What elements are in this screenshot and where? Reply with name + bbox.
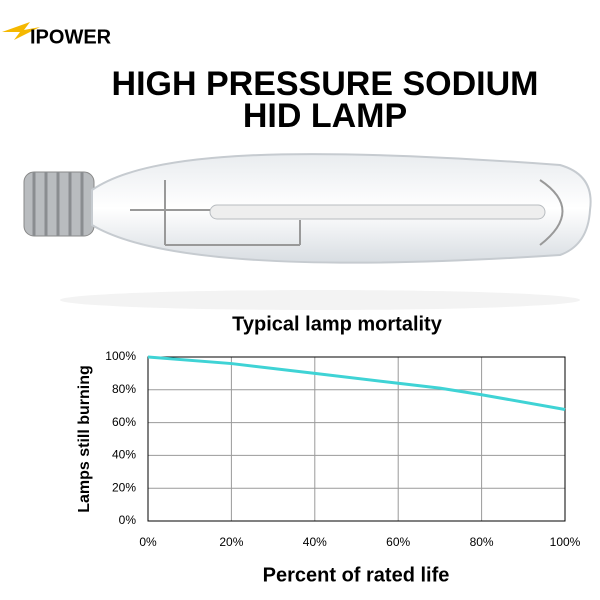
x-tick-label: 60%	[386, 535, 410, 549]
x-axis-label: Percent of rated life	[263, 564, 450, 586]
y-tick-label: 100%	[105, 349, 136, 363]
x-tick-label: 100%	[550, 535, 581, 549]
headline: HIGH PRESSURE SODIUM	[112, 65, 539, 103]
brand: IPOWER	[30, 26, 112, 48]
x-tick-label: 40%	[303, 535, 327, 549]
chart-title: Typical lamp mortality	[232, 313, 443, 335]
y-tick-label: 0%	[119, 513, 137, 527]
x-tick-label: 0%	[139, 535, 157, 549]
x-tick-label: 80%	[470, 535, 494, 549]
x-tick-label: 20%	[219, 535, 243, 549]
logo-bolt	[2, 22, 40, 40]
y-axis-label: Lamps still burning	[76, 365, 93, 513]
plot-frame	[147, 356, 566, 522]
headline: HID LAMP	[243, 97, 407, 135]
y-tick-label: 60%	[112, 415, 136, 429]
y-tick-label: 20%	[112, 480, 136, 494]
lamp	[23, 153, 592, 310]
line	[147, 355, 566, 411]
y-tick-label: 40%	[112, 448, 136, 462]
y-tick-label: 80%	[112, 382, 136, 396]
